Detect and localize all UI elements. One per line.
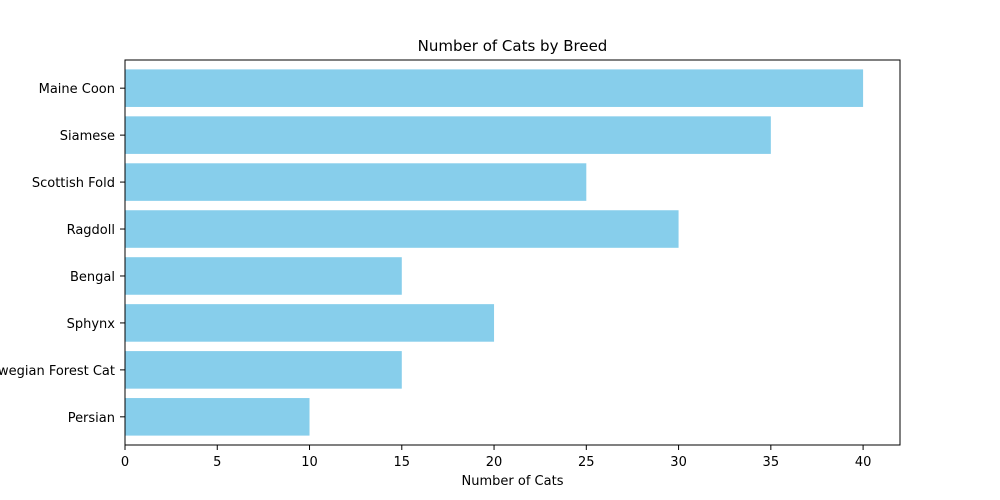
bar-sphynx (125, 304, 495, 342)
y-tick-label: Ragdoll (67, 223, 115, 238)
y-tick-label: Bengal (70, 270, 115, 285)
plot-area-frame (124, 59, 901, 446)
bar-norwegian-forest-cat (125, 351, 402, 389)
bar-maine-coon (125, 69, 864, 107)
x-tick-label: 30 (670, 455, 687, 470)
y-tick-label: Siamese (60, 129, 115, 144)
x-tick-label: 20 (486, 455, 503, 470)
x-axis-label: Number of Cats (462, 474, 564, 489)
bar-bengal (125, 257, 402, 295)
y-tick-label: Sphynx (67, 317, 116, 332)
bars-layer (125, 69, 864, 436)
y-tick-label: Maine Coon (39, 82, 115, 97)
bar-scottish-fold (125, 163, 587, 201)
bar-persian (125, 398, 310, 436)
x-tick-label: 35 (763, 455, 780, 470)
bar-ragdoll (125, 210, 679, 248)
y-tick-label: Persian (68, 411, 115, 426)
y-axis-ticks: Persian Norwegian Forest Cat Sphynx Bengal R… (0, 82, 125, 426)
x-axis-ticks: 0 5 10 15 20 25 30 35 40 (121, 445, 872, 470)
x-tick-label: 10 (301, 455, 318, 470)
y-tick-label: Scottish Fold (32, 176, 115, 191)
bar-siamese (125, 116, 771, 154)
x-tick-label: 0 (121, 455, 129, 470)
x-tick-label: 15 (394, 455, 411, 470)
x-tick-label: 5 (213, 455, 221, 470)
x-tick-label: 25 (578, 455, 595, 470)
chart-title: Number of Cats by Breed (418, 37, 608, 55)
y-tick-label: Norwegian Forest Cat (0, 364, 115, 379)
x-tick-label: 40 (855, 455, 872, 470)
